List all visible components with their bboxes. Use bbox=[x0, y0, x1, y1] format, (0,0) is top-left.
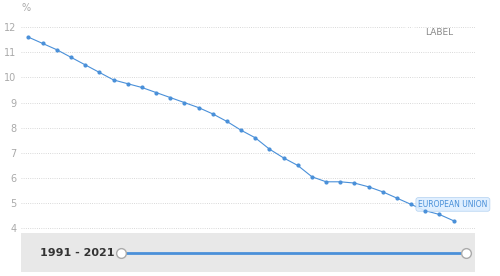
Point bbox=[266, 147, 274, 151]
Point bbox=[194, 105, 202, 110]
Point bbox=[350, 181, 358, 185]
Text: EUROPEAN UNION: EUROPEAN UNION bbox=[418, 200, 488, 209]
Point bbox=[450, 219, 458, 223]
Point bbox=[180, 100, 188, 105]
Point bbox=[124, 81, 132, 86]
Point bbox=[81, 63, 89, 67]
Point bbox=[294, 163, 302, 168]
Point bbox=[208, 112, 216, 116]
Point bbox=[24, 35, 32, 39]
Point bbox=[336, 180, 344, 184]
Point bbox=[251, 136, 259, 140]
Point bbox=[393, 196, 401, 200]
Point bbox=[138, 85, 146, 90]
Point bbox=[407, 202, 415, 207]
Text: %: % bbox=[22, 3, 30, 13]
Point bbox=[110, 78, 118, 82]
Point bbox=[38, 41, 46, 46]
Point bbox=[308, 174, 316, 179]
Point bbox=[166, 95, 174, 100]
Point bbox=[280, 156, 287, 160]
Point bbox=[436, 212, 444, 217]
Point bbox=[379, 190, 387, 194]
Point bbox=[237, 128, 245, 132]
Point bbox=[67, 55, 75, 60]
Point bbox=[364, 185, 372, 189]
Point bbox=[152, 90, 160, 95]
Point bbox=[422, 208, 430, 213]
Point bbox=[322, 180, 330, 184]
Text: 1991 - 2021: 1991 - 2021 bbox=[40, 248, 114, 258]
Point bbox=[96, 70, 104, 75]
Point bbox=[53, 47, 61, 52]
Point bbox=[223, 119, 231, 124]
Text: LABEL: LABEL bbox=[425, 28, 453, 37]
